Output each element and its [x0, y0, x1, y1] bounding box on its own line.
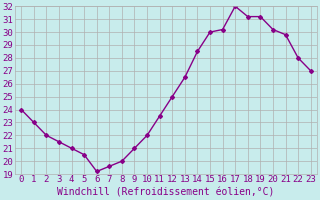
X-axis label: Windchill (Refroidissement éolien,°C): Windchill (Refroidissement éolien,°C): [57, 187, 275, 197]
